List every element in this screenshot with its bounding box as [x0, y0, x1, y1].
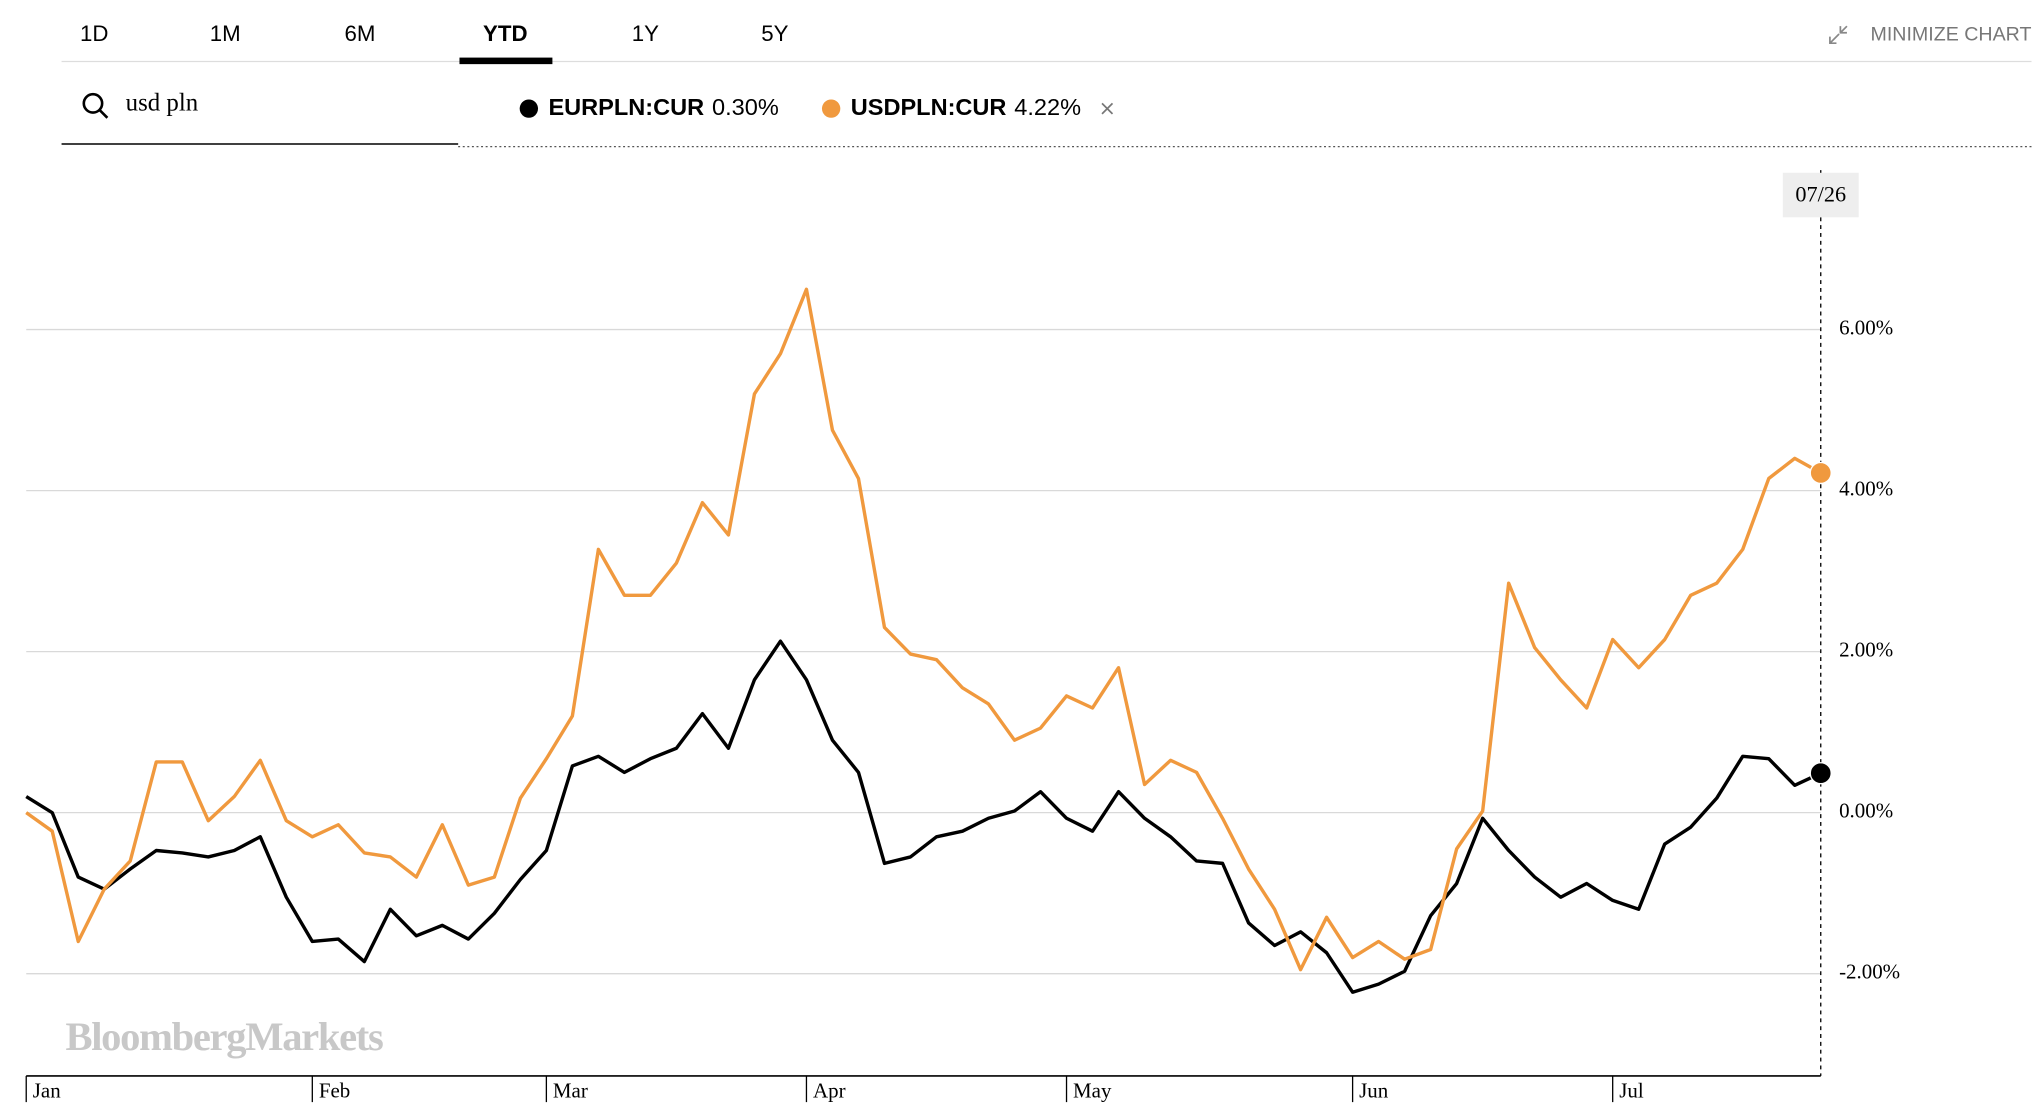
minimize-icon — [1829, 25, 1848, 45]
legend-change: 4.22% — [1014, 94, 1081, 120]
range-tab[interactable]: 6M — [345, 21, 376, 46]
date-label: 07/26 — [1795, 181, 1846, 206]
range-tab[interactable]: 1D — [80, 21, 108, 46]
minimize-button[interactable]: MINIMIZE CHART — [1829, 24, 2032, 46]
y-tick-label: -2.00% — [1839, 959, 1900, 983]
x-tick-label: Mar — [553, 1079, 588, 1103]
legend-name: USDPLN:CUR — [851, 94, 1007, 120]
x-tick-label: May — [1073, 1079, 1112, 1103]
watermark: BloombergMarkets — [65, 1014, 383, 1059]
range-tab[interactable]: 5Y — [761, 21, 788, 46]
range-tab[interactable]: 1Y — [632, 21, 659, 46]
series-line — [25, 639, 1822, 994]
legend-name: EURPLN:CUR — [548, 94, 704, 120]
minimize-label[interactable]: MINIMIZE CHART — [1870, 24, 2031, 46]
series-line — [25, 287, 1822, 972]
active-tab-underline — [459, 57, 553, 65]
search-icon — [98, 109, 109, 119]
legend-marker — [519, 99, 539, 118]
end-marker — [1809, 762, 1832, 785]
x-tick-label: Apr — [813, 1079, 846, 1103]
y-tick-label: 2.00% — [1839, 637, 1893, 661]
legend-marker — [821, 99, 841, 118]
y-tick-label: 4.00% — [1839, 476, 1893, 500]
range-tab[interactable]: 1M — [210, 21, 241, 46]
date-label-box — [1782, 172, 1859, 218]
x-tick-label: Feb — [319, 1079, 350, 1103]
search-box[interactable]: usd pln — [61, 89, 459, 145]
x-tick-label: Jul — [1619, 1079, 1644, 1103]
x-tick-label: Jun — [1359, 1079, 1389, 1103]
search-icon — [82, 92, 104, 114]
range-tab[interactable]: YTD — [483, 21, 528, 46]
y-tick-label: 6.00% — [1839, 315, 1893, 339]
search-query[interactable]: usd pln — [126, 89, 199, 116]
legend-remove[interactable] — [1101, 102, 1114, 115]
y-tick-label: 0.00% — [1839, 798, 1893, 822]
end-marker — [1809, 461, 1832, 485]
legend-change: 0.30% — [712, 94, 779, 120]
x-tick-label: Jan — [33, 1079, 61, 1103]
